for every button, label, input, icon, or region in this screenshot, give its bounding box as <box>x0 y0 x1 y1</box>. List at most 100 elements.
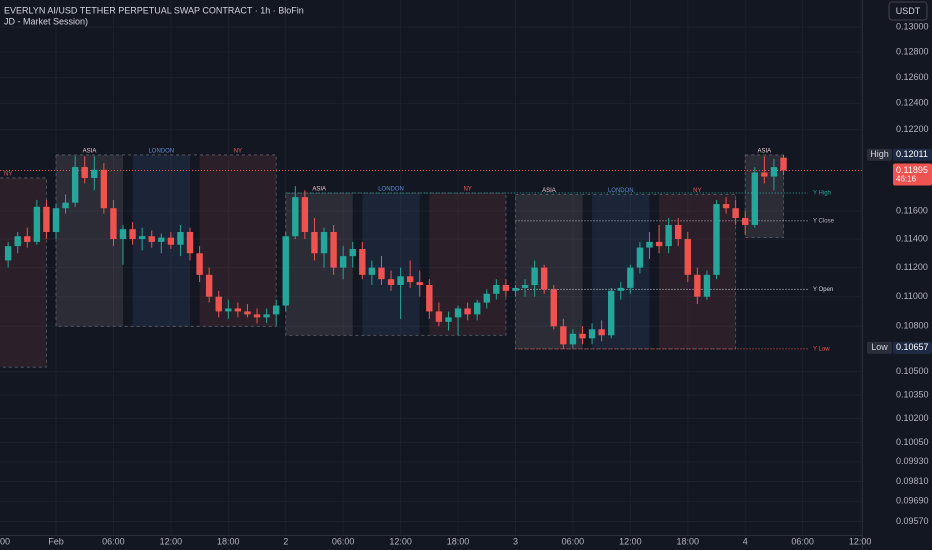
candle-body <box>780 157 787 171</box>
x-tick-label: 06:00 <box>562 536 585 546</box>
candle-body <box>167 237 175 245</box>
y-tick-label: 0.11400 <box>896 233 928 243</box>
candle-body <box>684 239 691 275</box>
candle-body <box>435 311 443 322</box>
y-tick-label: 0.10050 <box>896 437 929 447</box>
x-tick-label: 06:00 <box>102 536 125 546</box>
y-tick-label: 0.10350 <box>896 389 929 399</box>
candle-body <box>521 284 529 288</box>
candle-body <box>215 296 222 312</box>
candle-body <box>406 276 414 283</box>
candle-body <box>617 287 624 291</box>
candle-body <box>732 208 739 218</box>
x-tick-label: Feb <box>48 536 64 546</box>
x-tick-label: 06:00 <box>332 536 355 546</box>
candle-body <box>655 241 663 247</box>
y-tick-label: 0.12800 <box>896 46 929 56</box>
x-tick-label: 12:00 <box>160 536 183 546</box>
y-tick-label: 0.09810 <box>896 476 929 486</box>
candle-body <box>158 237 165 242</box>
candle-body <box>512 287 519 291</box>
candle-body <box>100 169 108 209</box>
low-tag-name: Low <box>871 342 888 352</box>
x-tick-label: 2 <box>283 536 288 546</box>
candle-body <box>292 197 299 237</box>
grid <box>0 0 862 535</box>
x-tick-label: 4 <box>743 536 748 546</box>
x-tick-label: 06:00 <box>791 536 814 546</box>
candle-body <box>368 267 376 275</box>
candle-body <box>62 202 69 209</box>
candle-body <box>52 208 60 232</box>
day-range-box <box>285 192 507 336</box>
low-tag-value: 0.10657 <box>896 342 929 352</box>
high-tag-value: 0.12011 <box>896 149 928 159</box>
candle-body <box>397 276 404 285</box>
candle-body <box>253 314 261 318</box>
x-tick-label: 18:00 <box>677 536 700 546</box>
candle-body <box>445 317 452 322</box>
day-range-box <box>515 193 737 350</box>
candle-body <box>703 274 711 297</box>
session-box <box>515 194 583 349</box>
x-tick-label: 3 <box>513 536 518 546</box>
candle-body <box>263 314 270 318</box>
session-label: NY <box>693 188 701 194</box>
candle-body <box>713 204 720 275</box>
currency-label[interactable]: USDT <box>896 6 921 16</box>
session-label: LONDON <box>608 188 634 194</box>
candle-body <box>349 248 356 257</box>
candle-body <box>71 167 79 203</box>
x-tick-label: 18:00 <box>447 536 470 546</box>
candle-body <box>387 279 395 285</box>
candle-body <box>665 224 672 247</box>
candle-body <box>483 293 490 303</box>
candle-body <box>675 224 682 240</box>
candle-body <box>751 172 758 225</box>
high-tag-name-box <box>867 148 892 161</box>
day-range-box <box>55 154 277 327</box>
session-label: ASIA <box>758 148 772 154</box>
level-label: Y Open <box>813 287 833 293</box>
y-tick-label: 0.11200 <box>896 262 928 272</box>
candle-body <box>320 231 328 254</box>
candle-body <box>244 311 251 315</box>
candle-body <box>531 267 538 285</box>
y-tick-label: 0.09930 <box>896 456 929 466</box>
candle-body <box>378 267 385 280</box>
low-tag-name-box <box>867 341 892 354</box>
chart-title: EVERLYN AI/USD TETHER PERPETUAL SWAP CON… <box>4 5 304 15</box>
high-tag-name: High <box>870 149 889 159</box>
candle-body <box>119 229 127 240</box>
candle-body <box>598 329 605 336</box>
currency-button[interactable] <box>888 1 928 21</box>
session-label: NY <box>4 172 12 178</box>
candle-body <box>426 284 433 312</box>
y-tick-label: 0.11600 <box>896 205 928 215</box>
y-tick-label: 0.09690 <box>896 496 929 506</box>
candle-body <box>14 236 21 247</box>
level-label: Y High <box>813 191 831 197</box>
session-label: ASIA <box>542 188 556 194</box>
candle-body <box>330 231 337 268</box>
candle-body <box>588 329 596 339</box>
low-tag-value-box <box>893 341 932 354</box>
candle-body <box>608 290 615 336</box>
candle-body <box>129 229 136 240</box>
candle-body <box>205 274 213 297</box>
candle-body <box>579 333 586 339</box>
candle-body <box>646 241 653 248</box>
candle-body <box>4 246 12 261</box>
candle-body <box>761 172 768 177</box>
session-label: NY <box>234 148 242 154</box>
y-tick-label: 0.12600 <box>896 72 929 82</box>
candle-body <box>196 253 203 275</box>
candle-body <box>186 231 194 254</box>
candle-body <box>627 267 634 288</box>
x-tick-label: 18:00 <box>217 536 240 546</box>
candle-body <box>33 206 41 242</box>
candle-body <box>91 169 98 178</box>
candle-body <box>24 236 31 242</box>
